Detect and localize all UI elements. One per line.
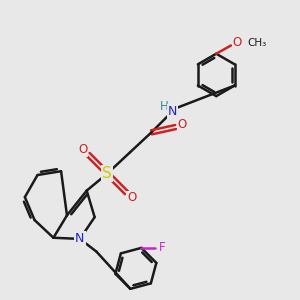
Text: O: O: [233, 36, 242, 49]
Text: N: N: [75, 232, 85, 245]
Text: F: F: [159, 242, 165, 254]
Text: O: O: [178, 118, 187, 130]
Text: O: O: [127, 191, 136, 205]
Text: CH₃: CH₃: [247, 38, 266, 47]
Text: O: O: [78, 142, 88, 156]
Text: N: N: [168, 105, 177, 118]
Text: S: S: [102, 166, 112, 181]
Text: H: H: [160, 100, 168, 113]
